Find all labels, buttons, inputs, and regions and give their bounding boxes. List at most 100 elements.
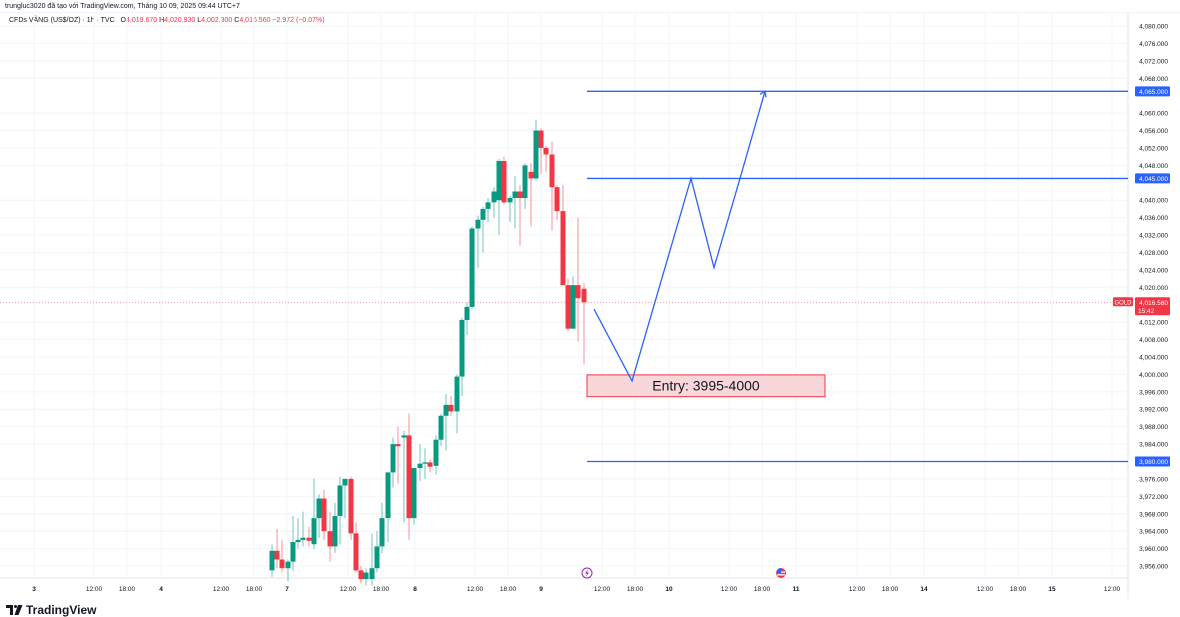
price-tick-label: 4,072.000 (1139, 58, 1168, 65)
candle (321, 489, 327, 540)
candle (348, 476, 354, 540)
price-tick-label: 4,048.000 (1139, 163, 1168, 170)
time-tick-label: 7 (285, 586, 289, 593)
time-tick-label: 12:00 (594, 586, 611, 593)
tradingview-logo-text: TradingView (26, 603, 97, 617)
candle (358, 566, 364, 584)
price-tick-label: 3,956.000 (1139, 564, 1168, 571)
price-tick-label: 4,036.000 (1139, 215, 1168, 222)
price-tick-label: 3,960.000 (1139, 546, 1168, 553)
price-axis[interactable]: 4,080.000 4,076.000 4,072.000 4,068.000 4,06… (1139, 24, 1168, 571)
level-price-label: 4,065.000 (1135, 86, 1170, 97)
level-price-label: 3,980.000 (1135, 456, 1170, 467)
candle (507, 195, 513, 222)
price-tick-label: 4,000.000 (1139, 372, 1168, 379)
candle (538, 128, 544, 175)
symbol-tag: GOLD (1114, 300, 1132, 306)
us-flag-event-icon[interactable] (776, 568, 786, 578)
time-tick-label: 12:00 (467, 586, 484, 593)
price-tick-label: 4,008.000 (1139, 337, 1168, 344)
time-tick-label: 18:00 (754, 586, 771, 593)
time-tick-label: 12:00 (977, 586, 994, 593)
candle (316, 494, 322, 538)
price-tick-label: 4,056.000 (1139, 128, 1168, 135)
price-tick-label: 3,992.000 (1139, 407, 1168, 414)
price-tick-label: 3,964.000 (1139, 529, 1168, 536)
time-tick-label: 18:00 (246, 586, 263, 593)
candle (522, 163, 528, 209)
time-tick-label: 3 (32, 586, 36, 593)
close-label: C (234, 17, 240, 24)
candle (327, 511, 333, 562)
candle (533, 119, 539, 181)
candle (385, 472, 391, 543)
price-tick-label: 4,068.000 (1139, 76, 1168, 83)
symbol-title[interactable]: CFDs VÀNG (US$/OZ) · 1h · TVC (9, 17, 115, 24)
lightning-event-icon[interactable] (581, 567, 593, 579)
candle (433, 435, 439, 475)
candle (406, 413, 412, 540)
time-axis[interactable]: 3 12:00 18:00 4 12:00 18:00 7 12:00 18:00 8 12:00 1… (32, 586, 1120, 593)
price-tick-label: 3,976.000 (1139, 476, 1168, 483)
time-tick-label: 18:00 (1010, 586, 1027, 593)
event-icons[interactable] (581, 567, 786, 579)
candle (311, 478, 317, 549)
time-tick-label: 12:00 (340, 586, 357, 593)
candle (480, 206, 486, 253)
price-tick-label: 4,028.000 (1139, 250, 1168, 257)
price-labels: 4,065.000 4,045.000 3,980.000 GOLD 4,016.560… (1113, 86, 1170, 467)
open-label: O (120, 17, 126, 24)
price-tick-label: 4,004.000 (1139, 354, 1168, 361)
price-tick-label: 4,040.000 (1139, 198, 1168, 205)
candle (528, 163, 534, 227)
price-tick-label: 3,968.000 (1139, 511, 1168, 518)
candle (332, 502, 338, 553)
tradingview-logo-icon (6, 605, 23, 615)
arrow-head-icon (759, 90, 767, 98)
svg-text:4,065.000: 4,065.000 (1139, 89, 1168, 96)
candle (390, 437, 396, 488)
price-chart[interactable]: 4,080.000 4,076.000 4,072.000 4,068.000 4,06… (0, 13, 1180, 599)
entry-zone-box[interactable] (586, 374, 826, 398)
candle (374, 531, 380, 573)
current-price-value: 4,016.560 (1139, 300, 1168, 307)
time-tick-label: 12:00 (849, 586, 866, 593)
svg-text:3,980.000: 3,980.000 (1139, 459, 1168, 466)
time-tick-label: 12:00 (721, 586, 738, 593)
time-tick-label: 14 (920, 586, 928, 593)
candle (454, 374, 460, 434)
candle (475, 215, 481, 268)
candle (554, 184, 560, 220)
time-tick-label: 18:00 (882, 586, 899, 593)
open-value: 4,019.670 (125, 17, 158, 24)
price-tick-label: 4,020.000 (1139, 285, 1168, 292)
low-label: L (197, 17, 202, 24)
candle (295, 518, 301, 549)
candle (581, 283, 587, 365)
candle (491, 187, 497, 218)
projection-polyline[interactable] (593, 91, 766, 383)
price-tick-label: 4,024.000 (1139, 267, 1168, 274)
candle (274, 529, 280, 569)
chart-area[interactable]: 4,080.000 4,076.000 4,072.000 4,068.000 4,06… (0, 12, 1180, 599)
time-tick-label: 8 (413, 586, 417, 593)
entry-zone[interactable]: Entry: 3995-4000 (586, 374, 826, 398)
candle (459, 317, 465, 397)
horizontal-levels[interactable] (587, 90, 1128, 463)
candle (306, 526, 312, 547)
price-tick-label: 4,012.000 (1139, 320, 1168, 327)
candle (575, 217, 581, 342)
candle (422, 448, 428, 479)
level-price-label: 4,045.000 (1135, 173, 1170, 184)
candle (485, 198, 491, 222)
price-tick-label: 4,052.000 (1139, 145, 1168, 152)
candle (363, 568, 369, 586)
projection-path[interactable] (593, 90, 767, 383)
tradingview-logo[interactable]: TradingView (6, 603, 96, 617)
time-tick-label: 18:00 (627, 586, 644, 593)
price-tick-label: 4,080.000 (1139, 24, 1168, 31)
price-tick-label: 3,988.000 (1139, 424, 1168, 431)
price-tick-label: 4,032.000 (1139, 233, 1168, 240)
time-tick-label: 11 (793, 586, 800, 593)
